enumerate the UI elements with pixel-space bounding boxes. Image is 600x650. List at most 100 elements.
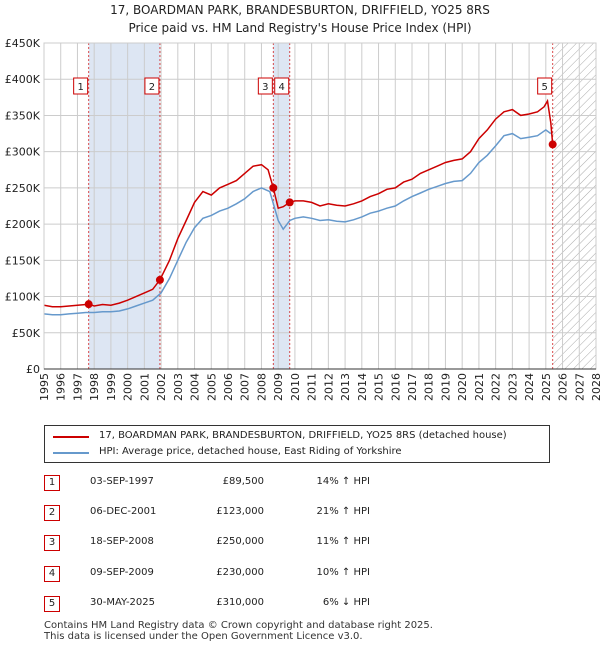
x-tick-label: 1999 — [105, 373, 118, 401]
x-tick-label: 2016 — [389, 373, 402, 401]
y-tick-label: £400K — [5, 73, 41, 86]
sale-label: 1 — [77, 82, 83, 93]
footer-line-licence: This data is licensed under the Open Gov… — [44, 631, 363, 642]
legend-swatch-hpi — [53, 452, 89, 454]
sale-label: 4 — [279, 82, 285, 93]
sale-number: 1 — [44, 475, 60, 491]
sale-row: 2 06-DEC-2001 £123,000 21% ↑ HPI — [0, 505, 600, 523]
x-tick-label: 2002 — [155, 373, 168, 401]
x-tick-label: 2006 — [222, 373, 235, 401]
sale-hpi-diff: 6% ↓ HPI — [322, 597, 370, 608]
x-tick-label: 2014 — [356, 373, 369, 401]
sale-point — [84, 300, 93, 309]
sale-date: 03-SEP-1997 — [90, 476, 154, 487]
sale-price: £250,000 — [216, 536, 264, 547]
sale-row: 1 03-SEP-1997 £89,500 14% ↑ HPI — [0, 475, 600, 493]
sale-label-box — [144, 77, 160, 95]
sale-date: 09-SEP-2009 — [90, 567, 154, 578]
sale-date: 06-DEC-2001 — [90, 506, 157, 517]
x-tick-label: 2013 — [339, 373, 352, 401]
x-tick-label: 2023 — [506, 373, 519, 401]
y-tick-label: £250K — [5, 182, 41, 195]
sale-row: 5 30-MAY-2025 £310,000 6% ↓ HPI — [0, 596, 600, 614]
y-tick-label: £450K — [5, 37, 41, 50]
x-tick-label: 2024 — [523, 373, 536, 401]
x-tick-label: 2008 — [255, 373, 268, 401]
x-tick-label: 2012 — [322, 373, 335, 401]
footer-line-copyright: Contains HM Land Registry data © Crown c… — [44, 620, 433, 631]
sale-date: 30-MAY-2025 — [90, 597, 156, 608]
sale-number: 5 — [44, 596, 60, 612]
legend-item-hpi: HPI: Average price, detached house, East… — [53, 445, 543, 459]
sale-row: 3 18-SEP-2008 £250,000 11% ↑ HPI — [0, 535, 600, 553]
shaded-period — [273, 43, 290, 369]
sale-number: 3 — [44, 535, 60, 551]
sale-point — [155, 275, 164, 284]
x-tick-label: 1996 — [55, 373, 68, 401]
x-tick-label: 2009 — [272, 373, 285, 401]
x-tick-label: 2026 — [557, 373, 570, 401]
sale-label-box — [257, 77, 273, 95]
sale-label: 3 — [262, 82, 268, 93]
x-tick-label: 2001 — [138, 373, 151, 401]
legend-item-property: 17, BOARDMAN PARK, BRANDESBURTON, DRIFFI… — [53, 429, 543, 443]
x-tick-label: 2021 — [473, 373, 486, 401]
y-tick-label: £100K — [5, 291, 41, 304]
property-series-line — [43, 98, 554, 308]
sale-hpi-diff: 21% ↑ HPI — [316, 506, 370, 517]
sale-date: 18-SEP-2008 — [90, 536, 154, 547]
sale-point — [285, 198, 294, 207]
x-tick-label: 2017 — [406, 373, 419, 401]
hpi-series-line — [43, 128, 552, 316]
y-tick-label: £0 — [26, 363, 40, 376]
sale-hpi-diff: 14% ↑ HPI — [316, 476, 370, 487]
sale-label-box — [537, 77, 553, 95]
sale-price: £310,000 — [216, 597, 264, 608]
x-tick-label: 2018 — [423, 373, 436, 401]
chart-title: 17, BOARDMAN PARK, BRANDESBURTON, DRIFFI… — [110, 3, 490, 17]
x-tick-label: 2005 — [205, 373, 218, 401]
sale-hpi-diff: 11% ↑ HPI — [316, 536, 370, 547]
sale-label-box — [73, 77, 89, 95]
chart-legend: 17, BOARDMAN PARK, BRANDESBURTON, DRIFFI… — [44, 425, 550, 463]
x-tick-label: 2000 — [122, 373, 135, 401]
x-tick-label: 2027 — [573, 373, 586, 401]
shaded-period — [88, 43, 160, 369]
sale-number: 2 — [44, 505, 60, 521]
y-tick-label: £150K — [5, 254, 41, 267]
y-tick-label: £200K — [5, 218, 41, 231]
x-tick-label: 2028 — [590, 373, 600, 401]
x-tick-label: 2004 — [189, 373, 202, 401]
x-tick-label: 2025 — [540, 373, 553, 401]
y-tick-label: £300K — [5, 146, 41, 159]
y-tick-label: £350K — [5, 109, 41, 122]
x-tick-label: 1995 — [38, 373, 51, 401]
sale-hpi-diff: 10% ↑ HPI — [316, 567, 370, 578]
sale-number: 4 — [44, 566, 60, 582]
sale-price: £89,500 — [222, 476, 264, 487]
x-tick-label: 1998 — [88, 373, 101, 401]
legend-label-property: 17, BOARDMAN PARK, BRANDESBURTON, DRIFFI… — [99, 430, 507, 441]
chart-subtitle: Price paid vs. HM Land Registry's House … — [128, 21, 472, 35]
x-tick-label: 2020 — [456, 373, 469, 401]
sale-price: £230,000 — [216, 567, 264, 578]
x-tick-label: 1997 — [71, 373, 84, 401]
x-tick-label: 2019 — [439, 373, 452, 401]
sale-point — [548, 140, 557, 149]
x-tick-label: 2010 — [289, 373, 302, 401]
sale-row: 4 09-SEP-2009 £230,000 10% ↑ HPI — [0, 566, 600, 584]
sale-label: 2 — [149, 82, 155, 93]
legend-label-hpi: HPI: Average price, detached house, East… — [99, 446, 402, 457]
x-tick-label: 2015 — [373, 373, 386, 401]
x-tick-label: 2022 — [490, 373, 503, 401]
sale-point — [269, 183, 278, 192]
legend-swatch-property — [53, 436, 89, 438]
sale-label-box — [274, 77, 290, 95]
x-tick-label: 2003 — [172, 373, 185, 401]
y-tick-label: £50K — [12, 327, 41, 340]
x-tick-label: 2007 — [239, 373, 252, 401]
x-tick-label: 2011 — [306, 373, 319, 401]
sale-price: £123,000 — [216, 506, 264, 517]
sale-label: 5 — [541, 82, 547, 93]
